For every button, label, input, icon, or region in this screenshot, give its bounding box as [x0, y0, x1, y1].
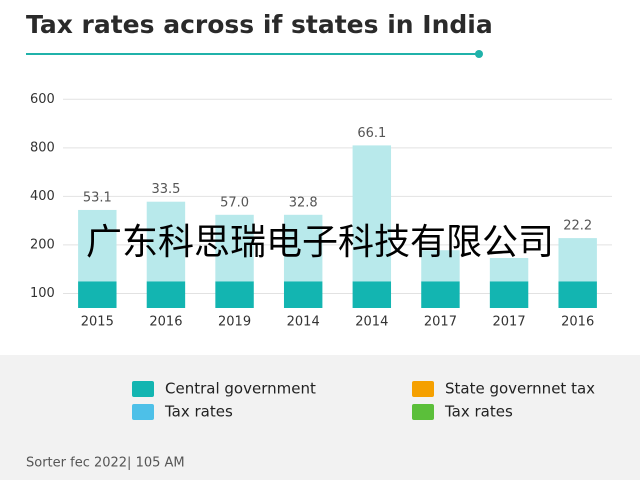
bar-segment [558, 238, 597, 282]
x-tick-label: 2016 [561, 315, 594, 330]
x-tick-label: 2019 [218, 315, 251, 330]
y-tick-label: 200 [30, 237, 55, 252]
title-rule-dot [475, 50, 483, 58]
bar-segment [78, 281, 117, 308]
bar-label: 22.2 [563, 219, 592, 234]
bar-segment [283, 214, 323, 282]
bar-segment [215, 214, 254, 282]
y-tick-label: 600 [30, 92, 55, 107]
watermark: 广东科思瑞电子科技有限公司 [86, 222, 554, 263]
legend-swatch [132, 404, 154, 420]
y-tick-label: 100 [30, 286, 55, 301]
bar-label: 53.1 [83, 190, 112, 205]
x-tick-label: 2016 [149, 315, 182, 330]
bar-segment [489, 281, 529, 308]
x-tick-label: 2017 [424, 315, 457, 330]
bar-segment [146, 201, 186, 282]
legend-swatch [412, 404, 434, 420]
note: Sorter fec 2022| 105 AM [26, 456, 185, 471]
chart-title: Tax rates across if states in India [26, 10, 493, 39]
y-tick-label: 400 [30, 189, 55, 204]
x-tick-label: 2017 [493, 315, 526, 330]
bar-segment [352, 281, 392, 308]
bar-label: 57.0 [220, 195, 249, 210]
bar-segment [421, 250, 460, 282]
bar-segment [283, 281, 323, 308]
x-tick-label: 2014 [287, 315, 320, 330]
legend-panel [0, 355, 640, 480]
bar-label: 66.1 [357, 126, 386, 141]
bar-segment [352, 145, 392, 282]
x-tick-label: 2014 [355, 315, 388, 330]
bar-label: 32.8 [289, 195, 318, 210]
bar-label: 33.5 [151, 182, 180, 197]
bar-segment [215, 281, 254, 308]
legend-label: Central government [165, 380, 316, 398]
legend-label: State governnet tax [445, 380, 595, 398]
legend-swatch [412, 381, 434, 397]
legend-label: Tax rates [164, 403, 233, 421]
y-tick-label: 800 [30, 140, 55, 155]
bar-segment [78, 209, 117, 282]
bar-segment [421, 281, 460, 308]
x-tick-label: 2015 [81, 315, 114, 330]
legend-swatch [132, 381, 154, 397]
legend-label: Tax rates [444, 403, 513, 421]
bar-segment [558, 281, 597, 308]
bar-segment [489, 258, 529, 282]
bar-segment [146, 281, 186, 308]
